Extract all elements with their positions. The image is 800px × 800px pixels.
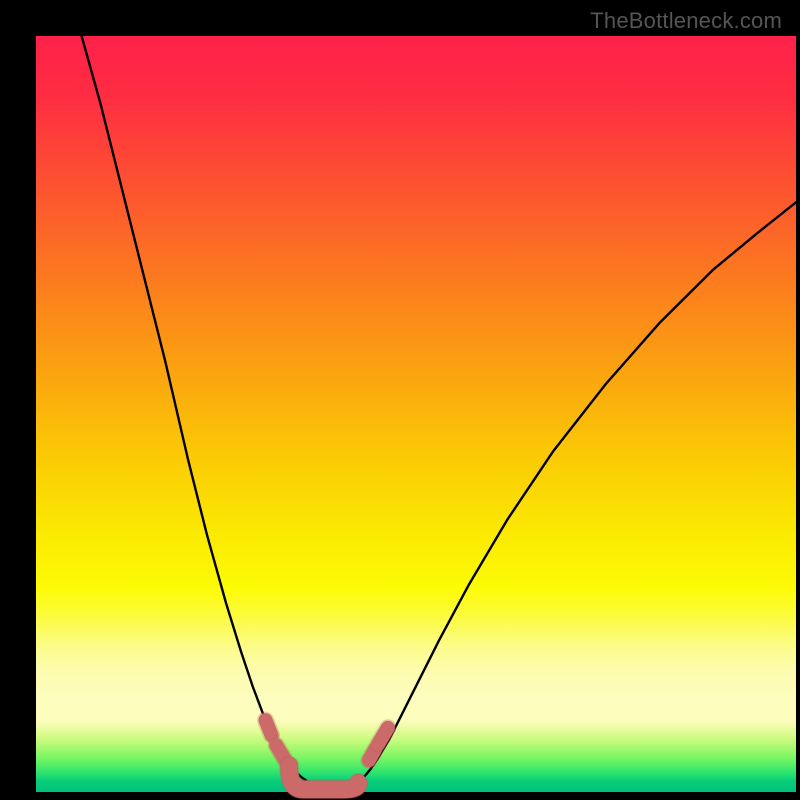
plot-area [36,36,796,792]
chart-container: TheBottleneck.com [0,0,800,800]
watermark-label: TheBottleneck.com [590,8,782,34]
marker-segment-0 [266,720,272,735]
marker-segment-4 [378,728,388,745]
bottleneck-chart [0,0,800,800]
